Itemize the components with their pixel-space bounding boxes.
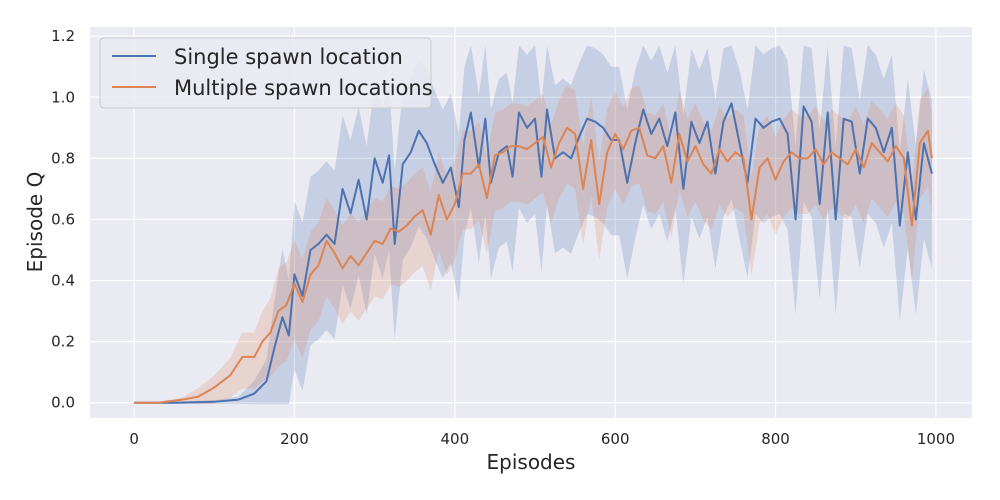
x-tick-label: 0	[129, 430, 139, 448]
y-tick-label: 0.2	[51, 333, 75, 351]
y-tick-label: 0.6	[51, 210, 75, 228]
y-tick-label: 0.8	[51, 149, 75, 167]
confidence-bands	[134, 45, 932, 405]
x-tick-label: 1000	[917, 430, 955, 448]
x-tick-label: 600	[601, 430, 630, 448]
x-axis-label: Episodes	[487, 450, 576, 474]
legend-box	[99, 37, 432, 109]
series-band-1	[134, 85, 932, 405]
legend: Single spawn location Multiple spawn loc…	[99, 37, 433, 109]
legend-label-single: Single spawn location	[174, 45, 403, 69]
y-tick-label: 1.2	[51, 27, 75, 45]
y-tick-label: 1.0	[51, 88, 75, 106]
series-line-0	[134, 102, 933, 404]
y-tick-label: 0.4	[51, 272, 75, 290]
x-tick-labels: 0 200 400 600 800 1000	[129, 430, 955, 448]
series-line-1	[134, 126, 933, 404]
x-tick-label: 200	[280, 430, 309, 448]
gridlines	[90, 27, 972, 418]
x-tick-label: 400	[441, 430, 470, 448]
y-tick-label: 0.0	[51, 394, 75, 412]
x-tick-label: 800	[761, 430, 790, 448]
y-axis-label: Episode Q	[23, 172, 47, 273]
legend-label-multiple: Multiple spawn locations	[174, 76, 433, 100]
y-tick-labels: 0.0 0.2 0.4 0.6 0.8 1.0 1.2	[51, 27, 75, 412]
series-band-0	[134, 45, 932, 405]
series-lines	[134, 102, 933, 404]
